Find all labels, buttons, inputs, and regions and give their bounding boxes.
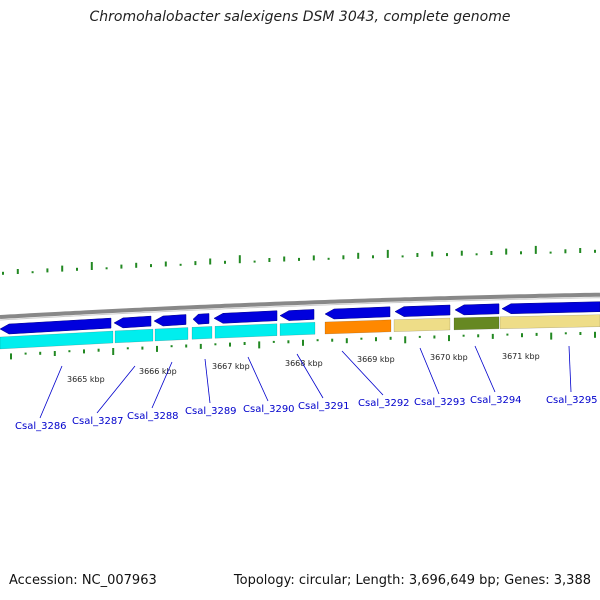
backbone-line [0, 292, 600, 319]
map-title: Chromohalobacter salexigens DSM 3043, co… [89, 9, 511, 25]
forward-gene [279, 309, 315, 321]
gene-label: Csal_3295 [546, 395, 598, 406]
gene-leader-line [96, 365, 136, 414]
gene-leader-line [341, 350, 384, 396]
forward-gene [192, 313, 210, 325]
reverse-gene [0, 330, 114, 350]
gene-labels: Csal_3286 Csal_3287 Csal_3288 Csal_3289 Csal… [15, 345, 598, 432]
kbp-label: 3666 kbp [139, 367, 177, 376]
gene-label: Csal_3287 [72, 416, 124, 427]
gene-label: Csal_3286 [15, 421, 67, 432]
gene-leader-line [568, 345, 572, 393]
gene-leader-line [39, 365, 63, 419]
reverse-gene [191, 326, 213, 340]
reverse-gene [214, 323, 278, 339]
gene-leader-line [474, 345, 496, 393]
gene-label: Csal_3290 [243, 404, 295, 415]
gene-label: Csal_3292 [358, 398, 410, 409]
forward-gene [113, 315, 152, 329]
reverse-gene [453, 316, 500, 331]
gene-leader-line [296, 353, 324, 399]
reverse-gene [154, 327, 189, 342]
backbone-line [0, 297, 600, 321]
reverse-gene [324, 319, 392, 335]
reverse-strand-genes [0, 314, 600, 350]
topology-text: Topology: circular; Length: 3,696,649 bp… [233, 573, 591, 588]
gene-label: Csal_3289 [185, 406, 237, 417]
reverse-gene [393, 317, 451, 332]
kbp-label: 3671 kbp [502, 352, 540, 361]
forward-gene [213, 310, 278, 324]
gene-label: Csal_3291 [298, 401, 350, 412]
gene-leader-line [247, 356, 269, 402]
gene-leader-line [151, 361, 173, 409]
gene-leader-line [419, 347, 440, 395]
kbp-label: 3670 kbp [430, 353, 468, 362]
genome-backbone [0, 292, 600, 321]
gc-skew-ticks [10, 331, 596, 360]
forward-gene [324, 306, 391, 320]
reverse-gene [279, 322, 316, 336]
forward-gene [153, 314, 187, 327]
forward-gene [454, 303, 500, 316]
accession-text: Accession: NC_007963 [9, 573, 157, 588]
kbp-label: 3667 kbp [212, 362, 250, 371]
gene-leader-line [204, 358, 211, 404]
kbp-scale-labels: 3665 kbp 3666 kbp 3667 kbp 3668 kbp 3669 kbp… [67, 352, 540, 384]
gc-content-ticks [2, 245, 596, 275]
reverse-gene [499, 314, 600, 330]
kbp-label: 3668 kbp [285, 359, 323, 368]
forward-gene [501, 301, 600, 314]
gene-label: Csal_3294 [470, 395, 522, 406]
forward-gene [394, 304, 451, 317]
kbp-label: 3669 kbp [357, 355, 395, 364]
kbp-label: 3665 kbp [67, 375, 105, 384]
gene-label: Csal_3293 [414, 397, 466, 408]
forward-gene [0, 317, 112, 335]
gene-label: Csal_3288 [127, 411, 179, 422]
reverse-gene [114, 328, 154, 344]
forward-strand-genes [0, 301, 600, 335]
